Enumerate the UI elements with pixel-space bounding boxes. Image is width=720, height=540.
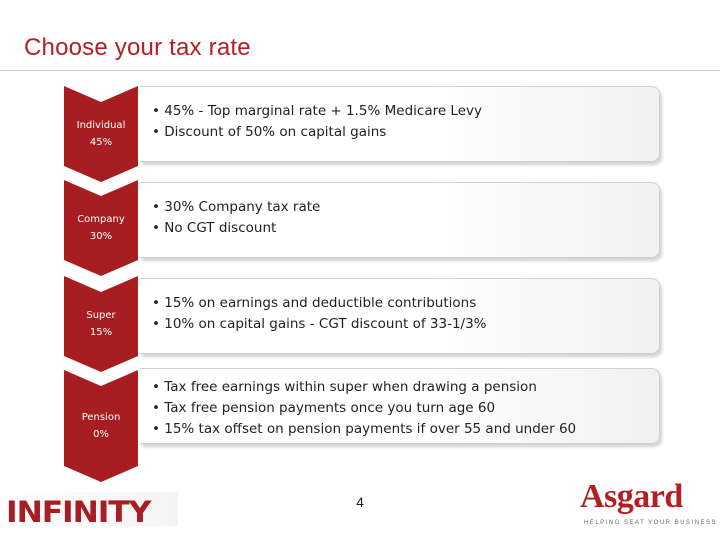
bullet-text: • 30% Company tax rate xyxy=(152,199,321,215)
tier-box-super: • 15% on earnings and deductible contrib… xyxy=(140,278,660,354)
title-divider xyxy=(0,70,720,71)
bullet-text: • No CGT discount xyxy=(152,220,277,236)
tier-name: Company xyxy=(77,214,125,225)
tier-rate: 15% xyxy=(89,327,113,338)
tier-name: Super xyxy=(86,310,116,321)
bullet-text: • 45% - Top marginal rate + 1.5% Medicar… xyxy=(152,103,483,119)
tier-box-individual: • 45% - Top marginal rate + 1.5% Medicar… xyxy=(140,86,660,162)
tier-name: Individual xyxy=(76,120,126,131)
tier-box-pension: • Tax free earnings within super when dr… xyxy=(140,368,660,444)
bullet-text: • 15% tax offset on pension payments if … xyxy=(152,421,577,437)
tier-rate: 0% xyxy=(93,429,109,440)
bullet-text: • 10% on capital gains - CGT discount of… xyxy=(152,316,487,332)
page-number: 4 xyxy=(356,494,364,510)
bullet-text: • Tax free pension payments once you tur… xyxy=(152,400,496,416)
tier-chevron-company: Company 30% xyxy=(64,180,138,276)
tier-box-company: • 30% Company tax rate • No CGT discount xyxy=(140,182,660,258)
page-title: Choose your tax rate xyxy=(24,34,251,61)
bullet-text: • 15% on earnings and deductible contrib… xyxy=(152,295,477,311)
infinity-logo-text: INFINITY xyxy=(6,495,151,526)
tier-chevron-individual: Individual 45% xyxy=(64,86,138,182)
infinity-logo: INFINITY xyxy=(0,492,178,526)
asgard-logo: Asgard HELPING SEAT YOUR BUSINESS xyxy=(570,478,716,534)
asgard-tagline: HELPING SEAT YOUR BUSINESS xyxy=(584,520,718,526)
bullet-text: • Tax free earnings within super when dr… xyxy=(152,379,537,395)
tier-rate: 30% xyxy=(89,231,113,242)
bullet-text: • Discount of 50% on capital gains xyxy=(152,124,387,140)
asgard-logo-text: Asgard xyxy=(580,478,683,515)
tier-name: Pension xyxy=(81,412,121,423)
tier-rate: 45% xyxy=(89,137,113,148)
tier-chevron-pension: Pension 0% xyxy=(64,370,138,482)
tier-chevron-super: Super 15% xyxy=(64,276,138,372)
